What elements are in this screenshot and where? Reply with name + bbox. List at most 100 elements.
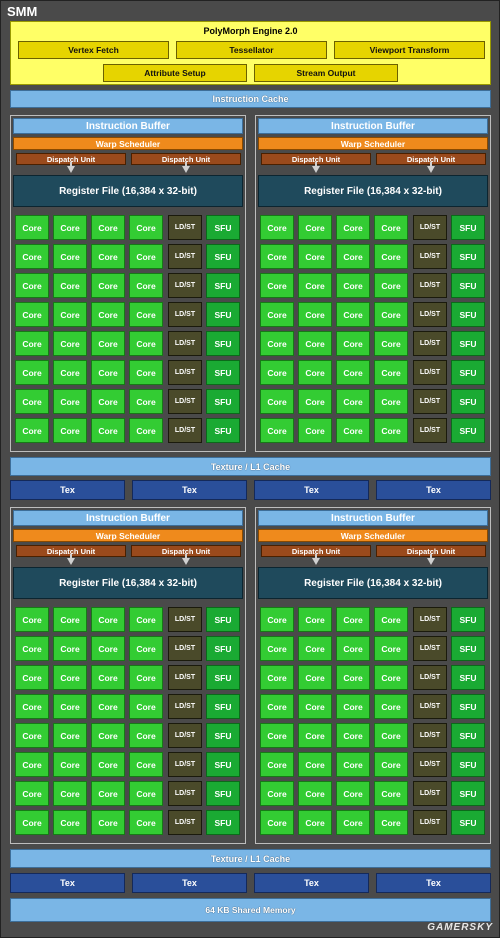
- core-unit: Core: [298, 302, 332, 327]
- core-unit: Core: [298, 665, 332, 690]
- sfu-unit: SFU: [206, 607, 240, 632]
- ldst-unit: LD/ST: [413, 694, 447, 719]
- tex-unit: Tex: [10, 873, 125, 893]
- core-unit: Core: [129, 244, 163, 269]
- core-unit: Core: [91, 752, 125, 777]
- sfu-unit: SFU: [451, 752, 485, 777]
- core-unit: Core: [260, 244, 294, 269]
- core-unit: Core: [298, 694, 332, 719]
- ldst-unit: LD/ST: [168, 810, 202, 835]
- core-unit: Core: [260, 781, 294, 806]
- core-unit: Core: [53, 418, 87, 443]
- core-unit: Core: [298, 244, 332, 269]
- core-unit: Core: [374, 360, 408, 385]
- core-unit: Core: [15, 752, 49, 777]
- core-unit: Core: [260, 665, 294, 690]
- core-unit: Core: [336, 244, 370, 269]
- core-unit: Core: [336, 389, 370, 414]
- core-unit: Core: [15, 781, 49, 806]
- sfu-unit: SFU: [206, 360, 240, 385]
- ldst-unit: LD/ST: [413, 215, 447, 240]
- core-unit: Core: [91, 389, 125, 414]
- ldst-unit: LD/ST: [168, 302, 202, 327]
- core-unit: Core: [374, 418, 408, 443]
- ldst-unit: LD/ST: [413, 752, 447, 777]
- sfu-unit: SFU: [206, 244, 240, 269]
- core-unit: Core: [298, 723, 332, 748]
- core-unit: Core: [298, 215, 332, 240]
- core-unit: Core: [91, 665, 125, 690]
- core-unit: Core: [15, 273, 49, 298]
- processing-block-1: Instruction Buffer Warp Scheduler Dispatch…: [10, 115, 246, 452]
- core-unit: Core: [53, 636, 87, 661]
- core-unit: Core: [374, 636, 408, 661]
- smm-title: SMM: [7, 4, 38, 19]
- core-unit: Core: [15, 665, 49, 690]
- core-unit: Core: [129, 389, 163, 414]
- core-unit: Core: [91, 781, 125, 806]
- ldst-unit: LD/ST: [168, 636, 202, 661]
- core-unit: Core: [129, 781, 163, 806]
- core-unit: Core: [260, 636, 294, 661]
- core-unit: Core: [336, 302, 370, 327]
- core-unit: Core: [260, 302, 294, 327]
- core-unit: Core: [336, 331, 370, 356]
- sfu-unit: SFU: [451, 389, 485, 414]
- warp-scheduler: Warp Scheduler: [13, 529, 243, 542]
- ldst-unit: LD/ST: [168, 244, 202, 269]
- attribute-setup: Attribute Setup: [103, 64, 247, 82]
- tex-unit: Tex: [376, 873, 491, 893]
- sfu-unit: SFU: [451, 723, 485, 748]
- core-unit: Core: [15, 389, 49, 414]
- ldst-unit: LD/ST: [413, 418, 447, 443]
- ldst-unit: LD/ST: [413, 665, 447, 690]
- ldst-unit: LD/ST: [168, 418, 202, 443]
- core-unit: Core: [260, 331, 294, 356]
- core-unit: Core: [15, 360, 49, 385]
- tex-unit: Tex: [254, 480, 369, 500]
- core-unit: Core: [91, 215, 125, 240]
- core-unit: Core: [374, 389, 408, 414]
- down-arrow-icon: [182, 162, 190, 173]
- ldst-unit: LD/ST: [413, 723, 447, 748]
- ldst-unit: LD/ST: [168, 694, 202, 719]
- core-unit: Core: [298, 418, 332, 443]
- sfu-unit: SFU: [451, 810, 485, 835]
- core-unit: Core: [336, 273, 370, 298]
- core-unit: Core: [260, 694, 294, 719]
- ldst-unit: LD/ST: [413, 781, 447, 806]
- core-unit: Core: [129, 694, 163, 719]
- down-arrow-icon: [427, 554, 435, 565]
- processing-block-3: Instruction Buffer Warp Scheduler Dispatch…: [10, 507, 246, 844]
- shared-memory: 64 KB Shared Memory: [10, 898, 491, 922]
- tex-unit: Tex: [254, 873, 369, 893]
- register-file: Register File (16,384 x 32-bit): [13, 567, 243, 599]
- vertex-fetch: Vertex Fetch: [18, 41, 169, 59]
- core-unit: Core: [260, 215, 294, 240]
- core-unit: Core: [374, 810, 408, 835]
- core-unit: Core: [298, 781, 332, 806]
- core-unit: Core: [336, 607, 370, 632]
- core-unit: Core: [374, 215, 408, 240]
- sfu-unit: SFU: [206, 418, 240, 443]
- core-unit: Core: [260, 752, 294, 777]
- core-unit: Core: [53, 331, 87, 356]
- core-unit: Core: [374, 694, 408, 719]
- core-unit: Core: [15, 636, 49, 661]
- sfu-unit: SFU: [451, 360, 485, 385]
- ldst-unit: LD/ST: [413, 244, 447, 269]
- ldst-unit: LD/ST: [168, 331, 202, 356]
- core-unit: Core: [336, 636, 370, 661]
- tex-unit: Tex: [132, 480, 247, 500]
- tex-unit: Tex: [376, 480, 491, 500]
- stream-output: Stream Output: [254, 64, 398, 82]
- core-unit: Core: [91, 723, 125, 748]
- core-unit: Core: [298, 636, 332, 661]
- sfu-unit: SFU: [451, 244, 485, 269]
- down-arrow-icon: [312, 554, 320, 565]
- instruction-buffer: Instruction Buffer: [258, 118, 488, 134]
- sfu-unit: SFU: [206, 723, 240, 748]
- sfu-unit: SFU: [206, 752, 240, 777]
- core-unit: Core: [374, 273, 408, 298]
- core-unit: Core: [336, 665, 370, 690]
